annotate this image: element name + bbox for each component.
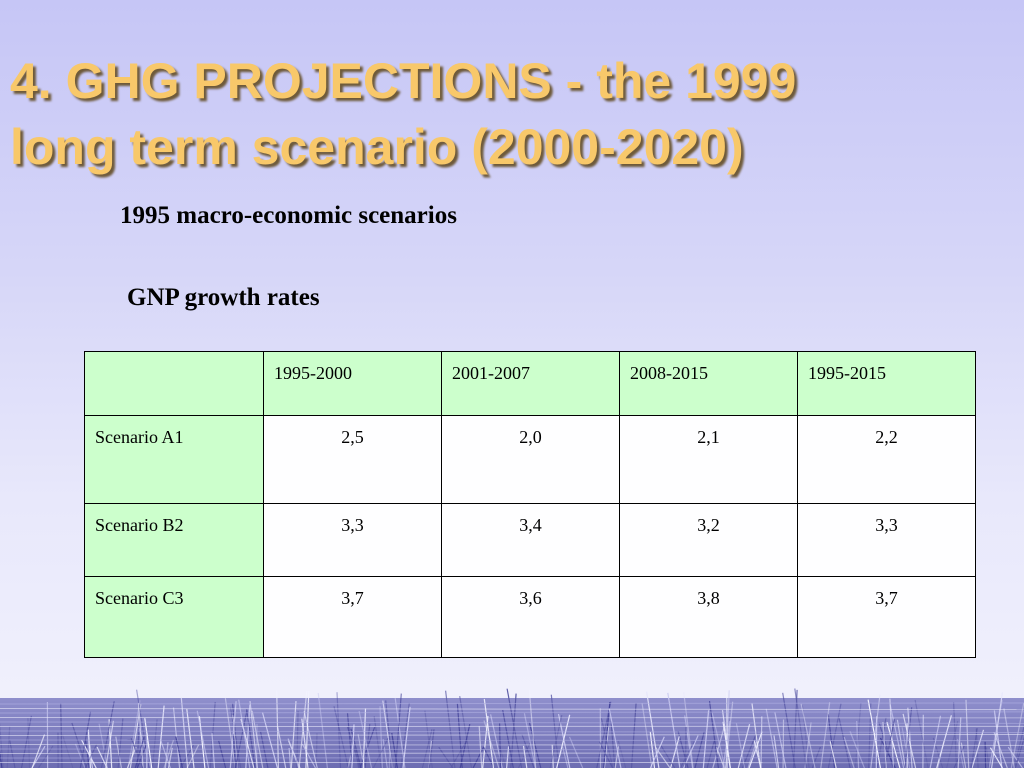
column-header: 1995-2015	[797, 351, 976, 416]
table-cell: 3,3	[263, 503, 442, 577]
table-cell: 2,0	[441, 415, 620, 504]
column-header: 2008-2015	[619, 351, 798, 416]
column-header: 2001-2007	[441, 351, 620, 416]
table-corner-cell	[84, 351, 264, 416]
slide-title: 4. GHG PROJECTIONS - the 1999 long term …	[10, 48, 1020, 180]
row-label: Scenario A1	[84, 415, 264, 504]
table-cell: 3,7	[797, 576, 976, 658]
slide-title-line-1: 4. GHG PROJECTIONS - the 1999	[10, 53, 797, 109]
gnp-growth-table: 1995-2000 2001-2007 2008-2015 1995-2015 …	[84, 351, 976, 658]
slide-subtitle: 1995 macro-economic scenarios	[120, 202, 457, 229]
table-cell: 3,2	[619, 503, 798, 577]
table-cell: 3,6	[441, 576, 620, 658]
table-row: Scenario C3 3,7 3,6 3,8 3,7	[84, 576, 976, 658]
table-cell: 3,8	[619, 576, 798, 658]
table-cell: 3,3	[797, 503, 976, 577]
row-label: Scenario B2	[84, 503, 264, 577]
table-row: Scenario B2 3,3 3,4 3,2 3,3	[84, 503, 976, 577]
table-header-row: 1995-2000 2001-2007 2008-2015 1995-2015	[84, 351, 976, 416]
marsh-grass-decoration	[0, 688, 1024, 768]
column-header: 1995-2000	[263, 351, 442, 416]
table-cell: 3,4	[441, 503, 620, 577]
row-label: Scenario C3	[84, 576, 264, 658]
slide-title-line-2: long term scenario (2000-2020)	[10, 119, 744, 175]
table-cell: 2,5	[263, 415, 442, 504]
table-cell: 2,1	[619, 415, 798, 504]
table-cell: 2,2	[797, 415, 976, 504]
table-caption: GNP growth rates	[127, 284, 320, 311]
table-cell: 3,7	[263, 576, 442, 658]
table-row: Scenario A1 2,5 2,0 2,1 2,2	[84, 415, 976, 504]
